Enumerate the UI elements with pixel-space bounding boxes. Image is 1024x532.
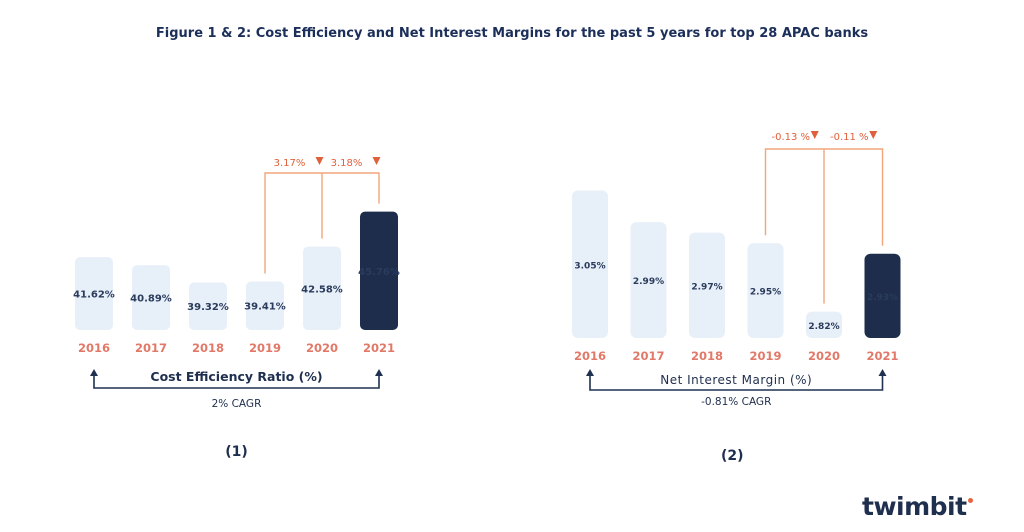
data-label-2018: 2.97%	[691, 282, 722, 292]
data-label-2017: 40.89%	[130, 294, 172, 305]
x-axis-label: Net Interest Margin (%)	[660, 373, 812, 387]
bar-2020	[303, 246, 341, 330]
tick-label-2018: 2018	[192, 341, 224, 355]
x-axis-label: Cost Efficiency Ratio (%)	[150, 369, 322, 384]
up-arrow-icon-left	[90, 369, 98, 376]
page-title: Figure 1 & 2: Cost Efficiency and Net In…	[155, 26, 869, 41]
data-label-2019: 39.41%	[244, 302, 286, 313]
tick-label-2017: 2017	[632, 349, 664, 363]
data-label-2021: 45.76%	[358, 267, 400, 278]
change-bracket	[764, 148, 884, 304]
tick-label-2016: 2016	[78, 341, 110, 355]
cost-efficiency-chart: 41.62% 2016 40.89% 2017 39.32% 2018 39.41% 2019…	[73, 157, 400, 460]
down-arrow-icon	[869, 131, 878, 139]
change-label-2020: 3.17%	[274, 158, 306, 169]
cagr-label: -0.81% CAGR	[701, 396, 771, 408]
data-label-2016: 41.62%	[73, 290, 115, 301]
data-label-2020: 2.82%	[808, 322, 839, 332]
tick-label-2019: 2019	[749, 349, 781, 363]
data-label-2019: 2.95%	[750, 288, 781, 298]
tick-label-2021: 2021	[363, 341, 395, 355]
tick-label-2016: 2016	[574, 349, 606, 363]
tick-label-2018: 2018	[691, 349, 723, 363]
bar-2017	[132, 265, 170, 330]
bar-2016	[572, 190, 608, 338]
bar-2019	[246, 281, 284, 330]
change-label-2021: -0.11 %	[830, 132, 869, 143]
tick-label-2020: 2020	[306, 341, 338, 355]
change-bracket	[264, 172, 380, 274]
data-label-2018: 39.32%	[187, 302, 229, 313]
data-label-2020: 42.58%	[301, 284, 343, 295]
panel-label: (2)	[721, 448, 744, 464]
cagr-axis-line	[589, 375, 884, 391]
bar-2017	[630, 222, 667, 338]
data-label-2017: 2.99%	[633, 277, 664, 287]
bar-2020	[806, 311, 842, 338]
bar-2021	[864, 253, 901, 338]
cagr-label: 2% CAGR	[212, 398, 262, 410]
up-arrow-icon-right	[878, 369, 887, 376]
brand-dot	[967, 498, 973, 503]
up-arrow-icon-left	[586, 369, 594, 376]
data-label-2021: 2.93%	[867, 293, 898, 303]
bar-2019	[747, 243, 784, 338]
tick-label-2017: 2017	[135, 341, 167, 355]
down-arrow-icon	[810, 131, 819, 139]
tick-label-2021: 2021	[866, 349, 898, 363]
panel-label: (1)	[225, 444, 248, 460]
change-label-2020: -0.13 %	[771, 132, 810, 143]
bar-2018	[189, 282, 227, 330]
tick-label-2020: 2020	[808, 349, 840, 363]
change-label-2021: 3.18%	[331, 158, 363, 169]
bar-2021	[360, 211, 398, 330]
brand-text: twimbit	[862, 492, 967, 521]
tick-label-2019: 2019	[249, 341, 281, 355]
data-label-2016: 3.05%	[574, 261, 605, 271]
down-arrow-icon	[372, 157, 381, 165]
cagr-axis-line	[93, 375, 380, 389]
twimbit-logo: twimbit	[862, 492, 973, 521]
down-arrow-icon	[315, 157, 324, 165]
bar-2018	[689, 232, 725, 338]
bar-2016	[75, 257, 113, 330]
up-arrow-icon-right	[375, 369, 383, 376]
net-interest-margin-chart: 3.05% 2016 2.99% 2017 2.97% 2018 2.95% 2019 2.82…	[572, 131, 901, 464]
